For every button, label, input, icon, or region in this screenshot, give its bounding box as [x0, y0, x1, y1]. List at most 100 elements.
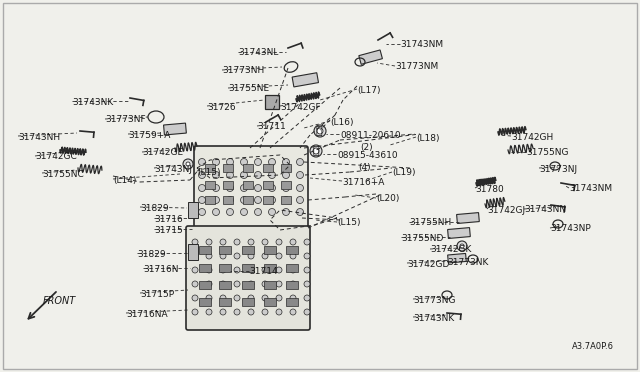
Bar [188, 244, 198, 260]
Text: 31726: 31726 [207, 103, 236, 112]
Text: 31780: 31780 [475, 185, 504, 194]
Circle shape [192, 267, 198, 273]
Text: 31743NK: 31743NK [413, 314, 454, 323]
Circle shape [255, 208, 262, 215]
Circle shape [262, 267, 268, 273]
Circle shape [262, 239, 268, 245]
Circle shape [206, 309, 212, 315]
Circle shape [290, 309, 296, 315]
Circle shape [206, 239, 212, 245]
FancyBboxPatch shape [186, 226, 310, 330]
Polygon shape [359, 50, 383, 64]
Bar [242, 281, 254, 289]
Circle shape [282, 196, 289, 203]
Circle shape [212, 171, 220, 179]
Circle shape [457, 241, 467, 251]
Text: FRONT: FRONT [43, 296, 76, 306]
Text: (L15): (L15) [337, 218, 360, 227]
Circle shape [234, 295, 240, 301]
Circle shape [241, 158, 248, 166]
Bar [281, 196, 291, 204]
Text: (L20): (L20) [376, 194, 399, 203]
Text: 31711: 31711 [257, 122, 285, 131]
Text: 31755ND: 31755ND [401, 234, 444, 243]
Circle shape [234, 239, 240, 245]
Text: 31743NM: 31743NM [569, 184, 612, 193]
Circle shape [248, 267, 254, 273]
Circle shape [276, 281, 282, 287]
Circle shape [290, 253, 296, 259]
Circle shape [304, 295, 310, 301]
Circle shape [227, 171, 234, 179]
Text: Ⓦ: Ⓦ [313, 146, 319, 156]
Text: 31742GD: 31742GD [407, 260, 449, 269]
Circle shape [234, 309, 240, 315]
Circle shape [241, 171, 248, 179]
Circle shape [248, 253, 254, 259]
Bar [286, 298, 298, 306]
Circle shape [206, 253, 212, 259]
Text: (L17): (L17) [357, 86, 381, 95]
Text: 31742GF: 31742GF [280, 103, 321, 112]
Circle shape [296, 208, 303, 215]
Circle shape [212, 158, 220, 166]
Circle shape [276, 309, 282, 315]
Text: 31743NL: 31743NL [238, 48, 278, 57]
Bar [205, 196, 215, 204]
Bar [243, 164, 253, 172]
Bar [219, 298, 231, 306]
Text: 31743NM: 31743NM [400, 40, 443, 49]
Circle shape [241, 196, 248, 203]
Text: 31742GC: 31742GC [35, 152, 77, 161]
Bar [223, 181, 233, 189]
Text: 31743NJ: 31743NJ [154, 165, 192, 174]
Circle shape [206, 295, 212, 301]
Circle shape [198, 196, 205, 203]
Text: 31742GK: 31742GK [430, 245, 472, 254]
Circle shape [227, 185, 234, 192]
Text: (L18): (L18) [416, 134, 440, 143]
Text: 31715P: 31715P [140, 290, 174, 299]
Circle shape [227, 158, 234, 166]
Text: 31773NM: 31773NM [395, 62, 438, 71]
Circle shape [227, 196, 234, 203]
Bar [286, 281, 298, 289]
Circle shape [460, 244, 464, 248]
Bar [265, 95, 279, 109]
Text: (L19): (L19) [392, 168, 415, 177]
Circle shape [269, 185, 275, 192]
Bar [199, 281, 211, 289]
Circle shape [192, 239, 198, 245]
Bar [243, 181, 253, 189]
Circle shape [198, 185, 205, 192]
Circle shape [269, 158, 275, 166]
Text: 31773NK: 31773NK [447, 258, 488, 267]
Text: 31773NH: 31773NH [222, 66, 264, 75]
Bar [219, 246, 231, 254]
Text: 31716: 31716 [154, 215, 183, 224]
Circle shape [192, 281, 198, 287]
Circle shape [276, 253, 282, 259]
Text: (4): (4) [358, 163, 371, 172]
Text: (L16): (L16) [330, 118, 353, 127]
Text: 31829: 31829 [140, 204, 168, 213]
Polygon shape [292, 73, 319, 87]
Circle shape [282, 171, 289, 179]
Text: 31715: 31715 [154, 226, 183, 235]
Bar [188, 202, 198, 218]
Circle shape [234, 281, 240, 287]
Circle shape [276, 239, 282, 245]
Bar [242, 264, 254, 272]
Bar [264, 298, 276, 306]
Circle shape [317, 128, 323, 134]
Circle shape [186, 162, 190, 166]
Circle shape [212, 196, 220, 203]
Circle shape [198, 208, 205, 215]
Bar [219, 281, 231, 289]
Polygon shape [164, 123, 186, 135]
Bar [263, 181, 273, 189]
Bar [264, 246, 276, 254]
Circle shape [314, 125, 326, 137]
Text: 31755NG: 31755NG [526, 148, 568, 157]
Circle shape [255, 158, 262, 166]
